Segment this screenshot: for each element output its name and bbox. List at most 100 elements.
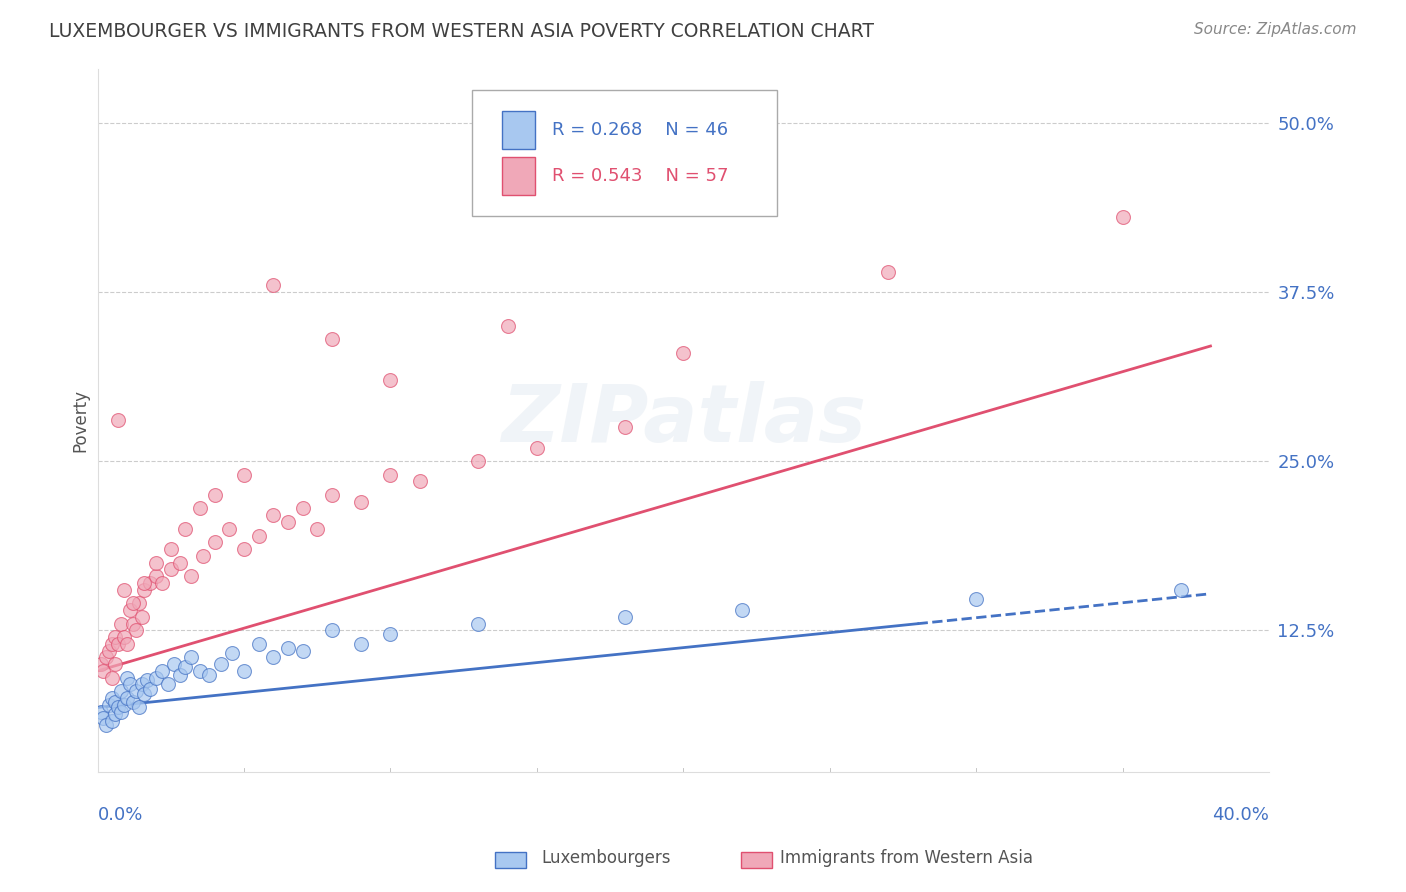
Point [209,657,232,672]
Point [118,677,141,691]
Point [101,714,124,728]
Point [277,515,299,529]
Point [321,488,343,502]
Point [350,494,373,508]
Point [496,318,519,333]
Point [115,671,138,685]
Point [145,556,167,570]
Point [291,501,314,516]
Point [121,596,143,610]
Point [380,373,402,387]
Point [350,637,373,651]
Point [115,691,138,706]
Point [409,475,432,489]
Point [134,576,156,591]
Point [233,664,256,678]
Point [96,718,118,732]
Point [112,582,135,597]
Point [380,627,402,641]
Point [191,549,214,563]
Text: Luxembourgers: Luxembourgers [541,849,671,867]
Point [526,441,548,455]
Point [145,671,167,685]
Point [380,467,402,482]
Point [124,624,146,638]
Bar [502,156,534,195]
Point [169,556,191,570]
Point [150,664,173,678]
Point [218,522,240,536]
Point [965,592,987,607]
Point [277,640,299,655]
Text: ZIPatlas: ZIPatlas [501,382,866,459]
Point [262,508,284,523]
Point [104,695,127,709]
Point [321,332,343,346]
Point [96,650,118,665]
Point [93,711,115,725]
Point [188,664,211,678]
Text: R = 0.543    N = 57: R = 0.543 N = 57 [553,167,728,185]
Point [159,562,181,576]
Point [107,413,129,427]
Point [145,569,167,583]
Point [110,684,132,698]
Point [321,624,343,638]
Point [128,700,150,714]
Text: LUXEMBOURGER VS IMMIGRANTS FROM WESTERN ASIA POVERTY CORRELATION CHART: LUXEMBOURGER VS IMMIGRANTS FROM WESTERN … [49,22,875,41]
Point [159,542,181,557]
Point [156,677,179,691]
Point [174,522,197,536]
Point [613,609,636,624]
Point [188,501,211,516]
Point [221,646,243,660]
Point [613,420,636,434]
Point [101,637,124,651]
Text: Immigrants from Western Asia: Immigrants from Western Asia [780,849,1033,867]
Point [134,582,156,597]
Point [204,535,226,549]
Point [247,528,270,542]
Point [121,695,143,709]
Point [1170,582,1192,597]
Point [112,698,135,712]
Point [110,705,132,719]
Point [877,264,900,278]
Point [139,576,162,591]
Point [128,596,150,610]
Point [291,643,314,657]
FancyBboxPatch shape [472,89,778,217]
Point [93,664,115,678]
Point [150,576,173,591]
Bar [502,111,534,150]
Point [98,698,121,712]
Y-axis label: Poverty: Poverty [72,389,89,452]
Point [731,603,754,617]
Point [98,643,121,657]
Text: 0.0%: 0.0% [97,806,143,824]
Point [233,542,256,557]
Point [198,668,221,682]
Point [107,700,129,714]
Point [107,637,129,651]
Text: 40.0%: 40.0% [1212,806,1270,824]
Point [104,657,127,672]
Point [134,687,156,701]
Point [467,454,489,468]
Point [89,705,111,719]
Point [204,488,226,502]
Point [101,671,124,685]
Point [89,657,111,672]
Point [115,637,138,651]
Text: Source: ZipAtlas.com: Source: ZipAtlas.com [1194,22,1357,37]
Text: R = 0.268    N = 46: R = 0.268 N = 46 [553,121,728,139]
Point [307,522,329,536]
Point [262,650,284,665]
Point [672,346,695,360]
Point [139,681,162,696]
Point [1111,211,1133,225]
Point [136,673,159,688]
Point [247,637,270,651]
Point [233,467,256,482]
Point [467,616,489,631]
